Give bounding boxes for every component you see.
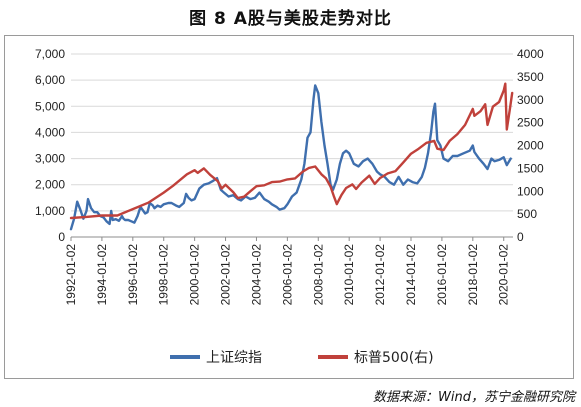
- series-line-sp500: [69, 82, 514, 220]
- x-tick-label: 2018-01-02: [466, 244, 480, 306]
- x-tick-label: 2012-01-02: [373, 244, 387, 306]
- y-left-tick-label: 7,000: [35, 47, 65, 61]
- x-tick-label: 2006-01-02: [280, 244, 294, 306]
- x-tick-label: 2008-01-02: [311, 244, 325, 306]
- legend-label: 上证综指: [206, 350, 262, 366]
- y-left-tick-label: 1,000: [35, 204, 65, 218]
- x-tick-label: 2016-01-02: [435, 244, 449, 306]
- x-tick-label: 2014-01-02: [404, 244, 418, 306]
- legend-label: 标普500(右): [354, 350, 434, 366]
- x-tick-label: 2000-01-02: [188, 244, 202, 306]
- y-right-tick-label: 0: [517, 230, 524, 244]
- y-right-tick-label: 3500: [517, 70, 544, 84]
- y-left-tick-label: 6,000: [35, 73, 65, 87]
- x-tick-label: 2002-01-02: [219, 244, 233, 306]
- y-left-tick-label: 4,000: [35, 125, 65, 139]
- chart-frame: [4, 35, 574, 379]
- y-right-tick-label: 1500: [517, 161, 544, 175]
- y-right-tick-label: 2000: [517, 139, 544, 153]
- y-right-tick-label: 1000: [517, 184, 544, 198]
- y-left-tick-label: 0: [58, 230, 65, 244]
- axes: 0 1,000 2,000 3,000 4,000 5,000 6,000 7,000 0 500…: [35, 47, 544, 305]
- series-line-shanghai: [69, 84, 512, 231]
- x-tick-label: 1994-01-02: [95, 244, 109, 306]
- x-tick-label: 1996-01-02: [126, 244, 140, 306]
- chart-title: 图 8 A股与美股走势对比: [189, 9, 392, 29]
- source-note: 数据来源：Wind，苏宁金融研究院: [373, 390, 575, 405]
- y-left-tick-label: 2,000: [35, 178, 65, 192]
- x-tick-label: 2004-01-02: [249, 244, 263, 306]
- x-tick-label: 2020-01-02: [497, 244, 511, 306]
- x-tick-label: 1992-01-02: [64, 244, 78, 306]
- y-right-tick-label: 500: [517, 207, 537, 221]
- gridlines: [71, 53, 513, 212]
- legend: 上证综指 标普500(右): [170, 350, 434, 366]
- y-left-tick-label: 3,000: [35, 152, 65, 166]
- x-tick-label: 2010-01-02: [342, 244, 356, 306]
- y-left-tick-label: 5,000: [35, 99, 65, 113]
- y-right-tick-label: 4000: [517, 47, 544, 61]
- y-right-tick-label: 3000: [517, 93, 544, 107]
- series-lines: [69, 82, 514, 231]
- y-right-tick-label: 2500: [517, 116, 544, 130]
- x-tick-label: 1998-01-02: [157, 244, 171, 306]
